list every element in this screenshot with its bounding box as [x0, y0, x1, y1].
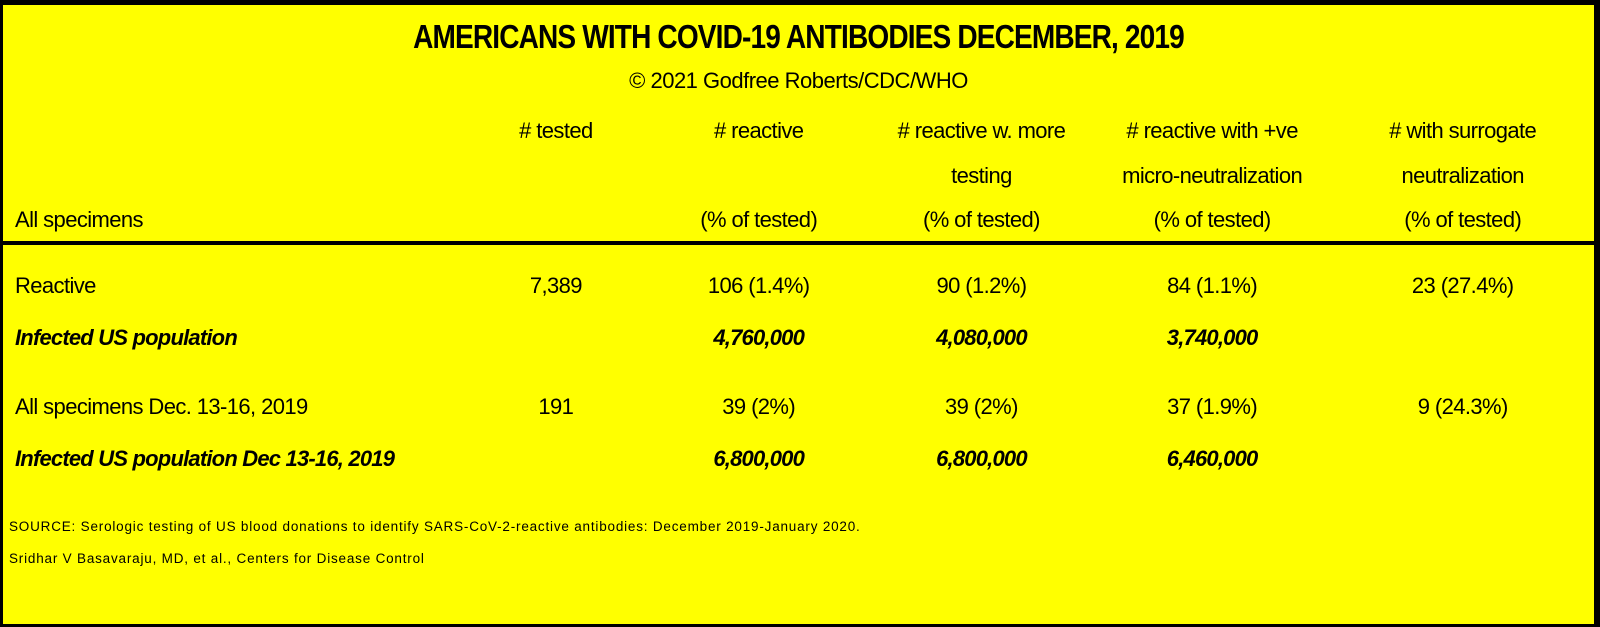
table-cell: 4,760,000: [713, 325, 805, 350]
header-cell: [464, 198, 647, 243]
header-cell: [3, 108, 464, 153]
table-cell: 90 (1.2%): [936, 273, 1027, 298]
table-cell: 191: [538, 394, 574, 419]
header-cell-reactive-more-testing: # reactive w. more: [897, 117, 1066, 143]
source-line-2: Sridhar V Basavaraju, MD, et al., Center…: [9, 551, 425, 566]
spacer-row: [3, 243, 1594, 260]
header-cell: neutralization: [1401, 162, 1524, 188]
header-cell: [3, 153, 464, 198]
header-cell: [464, 153, 647, 198]
table-cell: [464, 312, 647, 364]
table-cell: 23 (27.4%): [1411, 273, 1514, 298]
header-cell-tested: # tested: [519, 117, 593, 143]
table-cell: [1331, 312, 1594, 364]
table-cell: [464, 433, 647, 485]
table-cell: Reactive: [15, 273, 96, 298]
header-cell-micro-neutralization: # reactive with +ve: [1126, 117, 1298, 143]
table-cell: 39 (2%): [722, 394, 796, 419]
header-cell: (% of tested): [700, 206, 818, 232]
header-row-1: # tested # reactive # reactive w. more #…: [3, 108, 1594, 153]
table-body: Reactive 7,389 106 (1.4%) 90 (1.2%) 84 (…: [3, 243, 1594, 485]
table-cell: 9 (24.3%): [1417, 394, 1509, 419]
header-cell: (% of tested): [1404, 206, 1522, 232]
spacer-row: [3, 364, 1594, 381]
header-cell: testing: [951, 162, 1012, 188]
table-cell: 84 (1.1%): [1167, 273, 1258, 298]
table-cell: All specimens Dec. 13-16, 2019: [15, 394, 308, 419]
header-row-2: testing micro-neutralization neutralizat…: [3, 153, 1594, 198]
table-cell: 7,389: [529, 273, 583, 298]
table-cell: 3,740,000: [1166, 325, 1258, 350]
antibody-table: # tested # reactive # reactive w. more #…: [3, 108, 1594, 485]
header-cell-all-specimens: All specimens: [15, 206, 144, 232]
header-cell: (% of tested): [922, 206, 1041, 232]
header-cell-reactive: # reactive: [714, 117, 804, 143]
table-cell: 6,460,000: [1166, 446, 1258, 471]
table-cell: 106 (1.4%): [707, 273, 810, 298]
header-cell-surrogate-neutralization: # with surrogate: [1389, 117, 1537, 143]
source-line-1: SOURCE: Serologic testing of US blood do…: [9, 519, 861, 534]
source-note: SOURCE: Serologic testing of US blood do…: [3, 519, 1594, 566]
copyright-line: © 2021 Godfree Roberts/CDC/WHO: [629, 68, 968, 93]
table-header: # tested # reactive # reactive w. more #…: [3, 108, 1594, 243]
table-cell: 6,800,000: [936, 446, 1027, 471]
table-row-infected-population: Infected US population 4,760,000 4,080,0…: [3, 312, 1594, 364]
table-cell: 6,800,000: [713, 446, 805, 471]
table-cell: 39 (2%): [945, 394, 1018, 419]
table-row-all-specimens-dec: All specimens Dec. 13-16, 2019 191 39 (2…: [3, 381, 1594, 433]
header-cell: (% of tested): [1153, 206, 1272, 232]
table-row-reactive: Reactive 7,389 106 (1.4%) 90 (1.2%) 84 (…: [3, 260, 1594, 312]
header-cell: micro-neutralization: [1122, 162, 1303, 188]
table-cell: [1331, 433, 1594, 485]
page-title: AMERICANS WITH COVID-19 ANTIBODIES DECEM…: [413, 18, 1185, 55]
header-cell: [647, 153, 870, 198]
table-cell: 37 (1.9%): [1167, 394, 1258, 419]
table-cell: Infected US population: [15, 325, 238, 350]
header-row-3: All specimens (% of tested) (% of tested…: [3, 198, 1594, 243]
table-row-infected-population-dec: Infected US population Dec 13-16, 2019 6…: [3, 433, 1594, 485]
table-cell: 4,080,000: [936, 325, 1027, 350]
table-cell: Infected US population Dec 13-16, 2019: [15, 446, 395, 471]
